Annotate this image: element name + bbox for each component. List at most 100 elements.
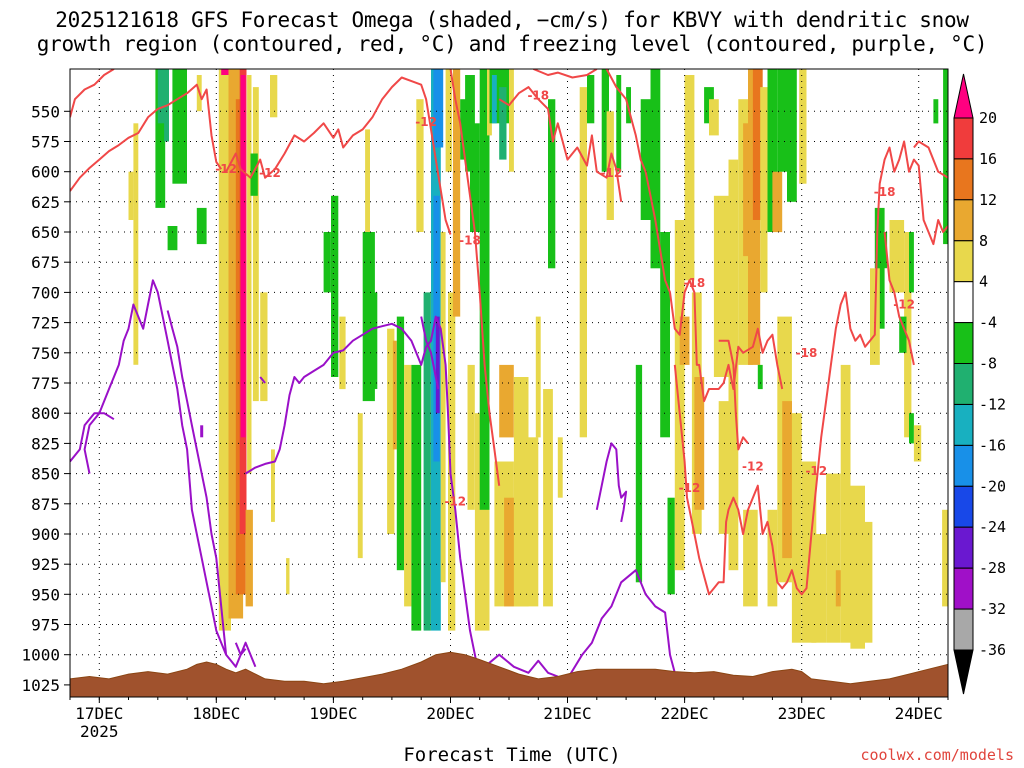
omega-cell [709, 99, 719, 136]
freezing-level-contour [566, 569, 676, 680]
omega-cell [286, 558, 290, 595]
omega-cell [270, 75, 278, 118]
omega-cell [387, 328, 395, 534]
omega-cell [684, 75, 695, 281]
freezing-level-contour [166, 310, 228, 655]
omega-cell [811, 534, 826, 643]
dendritic-contour-label: -18 [527, 89, 549, 103]
omega-cell [423, 292, 431, 631]
omega-cell [460, 99, 468, 160]
chart-title-line-2: growth region (contoured, red, °C) and f… [36, 32, 988, 56]
omega-cell [252, 87, 259, 402]
credit-text: coolwx.com/models [860, 746, 1014, 764]
dendritic-contour [605, 69, 784, 403]
omega-cell [467, 364, 475, 510]
omega-cell [787, 69, 797, 202]
x-axis-title: Forecast Time (UTC) [403, 744, 621, 766]
freezing-level-contour [483, 653, 559, 678]
omega-cell [535, 316, 541, 438]
omega-cell [271, 449, 275, 522]
colorbar-tick-label: -12 [979, 396, 1006, 414]
x-tick-label: 21DEC [543, 704, 591, 723]
omega-cell [247, 75, 252, 474]
omega-cell [372, 292, 378, 389]
omega-cell [513, 377, 529, 607]
colorbar-segment [953, 240, 974, 283]
dendritic-contour-label: -18 [684, 276, 706, 290]
colorbar-tick-label: -32 [979, 600, 1006, 618]
omega-cell [752, 69, 763, 220]
omega-cell [128, 171, 134, 220]
dendritic-contour-label: -12 [742, 459, 764, 473]
omega-cell [777, 69, 788, 172]
omega-cell [133, 123, 139, 365]
colorbar-segment [953, 567, 974, 610]
omega-cell [411, 364, 422, 631]
dendritic-contour [718, 339, 749, 451]
x-tick-label: 19DEC [309, 704, 357, 723]
omega-cell [365, 129, 370, 245]
omega-cell [840, 364, 851, 643]
omega-cell [470, 123, 480, 232]
omega-cell [440, 232, 446, 583]
omega-cell [357, 413, 363, 559]
colorbar-segment [953, 158, 974, 201]
colorbar-segment [953, 322, 974, 365]
omega-cell [404, 364, 412, 607]
freezing-level-contour [420, 316, 440, 390]
omega-cell [889, 220, 905, 293]
colorbar-tick-label: -4 [979, 314, 997, 332]
omega-cell [601, 69, 609, 172]
dendritic-contour [913, 140, 948, 179]
omega-cell [416, 99, 424, 232]
omega-cell [899, 316, 907, 353]
x-tick-label: 18DEC [192, 704, 240, 723]
omega-cell [245, 509, 253, 607]
terrain [70, 651, 948, 697]
omega-cell [640, 99, 651, 220]
omega-cell [339, 316, 346, 390]
x-tick-label: 20DEC [426, 704, 474, 723]
dendritic-contour-label: -12 [679, 481, 701, 495]
colorbar-segment [953, 117, 974, 160]
dendritic-contour [673, 140, 948, 596]
y-tick-label: 600 [31, 163, 60, 182]
omega-cell [499, 87, 507, 160]
y-tick-label: 550 [31, 102, 60, 121]
omega-cell [782, 401, 792, 559]
terrain-fill [70, 651, 948, 697]
omega-cell [909, 232, 914, 293]
colorbar-segment [953, 608, 974, 651]
y-tick-label: 575 [31, 133, 60, 152]
omega-cell [491, 75, 497, 124]
colorbar-tick-label: -20 [979, 477, 1006, 495]
dendritic-contour-label: -18 [874, 185, 896, 199]
freezing-level-contour [234, 642, 247, 656]
colorbar-segment [953, 404, 974, 446]
omega-cell [772, 171, 783, 233]
omega-cell [943, 69, 948, 245]
omega-cell [942, 509, 948, 607]
omega-cell [435, 316, 440, 414]
dendritic-contour [498, 86, 623, 202]
omega-cell [909, 413, 914, 444]
colorbar-tick-label: -8 [979, 355, 997, 373]
y-tick-label: 950 [31, 585, 60, 604]
dendritic-contour-label: -12 [215, 162, 237, 176]
omega-cell [904, 232, 912, 438]
omega-cell [155, 69, 166, 208]
x-tick-label: 17DEC [75, 704, 123, 723]
omega-cell [713, 195, 729, 377]
y-axis: 550 575 600 625 650 675 700 725 750 775 800 825 850 8… [21, 102, 70, 695]
omega-cell [260, 292, 268, 402]
y-tick-label: 1025 [21, 676, 60, 695]
omega-cell [433, 69, 444, 148]
y-tick-label: 850 [31, 465, 60, 484]
colorbar-segment [953, 485, 974, 528]
omega-cell [791, 413, 802, 643]
omega-cell [650, 69, 661, 269]
dendritic-contour-label: -12 [601, 166, 623, 180]
dendritic-contour [70, 69, 115, 118]
freezing-level-contour [70, 412, 115, 463]
omega-cell [674, 220, 685, 571]
